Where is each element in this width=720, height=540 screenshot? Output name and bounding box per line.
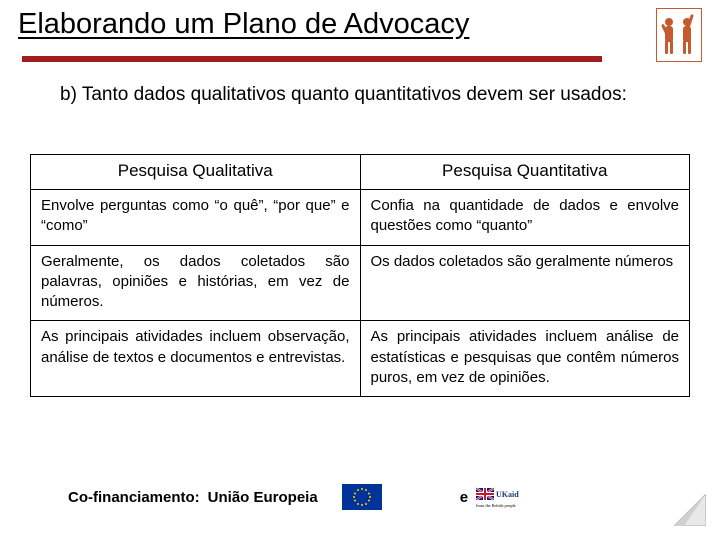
footer-joiner: e	[460, 489, 468, 506]
table-cell: Geralmente, os dados coletados são palav…	[31, 245, 361, 321]
ukaid-logo-icon: UKaid from the British people	[476, 486, 522, 508]
table-header-cell: Pesquisa Qualitativa	[31, 155, 361, 190]
table-row: As principais atividades incluem observa…	[31, 321, 690, 397]
slide-container: Elaborando um Plano de Advocacy b) Tan	[0, 0, 720, 540]
footer-label: Co-financiamento:	[68, 489, 200, 506]
table-cell: Confia na quantidade de dados e envolve …	[360, 190, 690, 246]
page-corner-fold-icon	[674, 494, 706, 526]
svg-text:UKaid: UKaid	[496, 490, 519, 499]
table-cell: As principais atividades incluem observa…	[31, 321, 361, 397]
table-cell: As principais atividades incluem análise…	[360, 321, 690, 397]
footer-row: Co-financiamento: União Europeia	[68, 484, 668, 510]
footer-org-1: União Europeia	[208, 489, 318, 506]
eu-flag-icon	[342, 484, 382, 510]
table-row: Envolve perguntas como “o quê”, “por que…	[31, 190, 690, 246]
title-row: Elaborando um Plano de Advocacy	[0, 0, 720, 62]
table-cell: Os dados coletados são geralmente número…	[360, 245, 690, 321]
table-row: Geralmente, os dados coletados são palav…	[31, 245, 690, 321]
svg-text:from the British people: from the British people	[476, 503, 516, 508]
table-cell: Envolve perguntas como “o quê”, “por que…	[31, 190, 361, 246]
subtitle-text: b) Tanto dados qualitativos quanto quant…	[60, 82, 640, 108]
table-header-cell: Pesquisa Quantitativa	[360, 155, 690, 190]
page-title: Elaborando um Plano de Advocacy	[18, 8, 648, 41]
table-header-row: Pesquisa Qualitativa Pesquisa Quantitati…	[31, 155, 690, 190]
accent-bar	[22, 56, 602, 62]
comparison-table: Pesquisa Qualitativa Pesquisa Quantitati…	[30, 154, 690, 397]
people-raising-hand-icon	[656, 8, 702, 62]
